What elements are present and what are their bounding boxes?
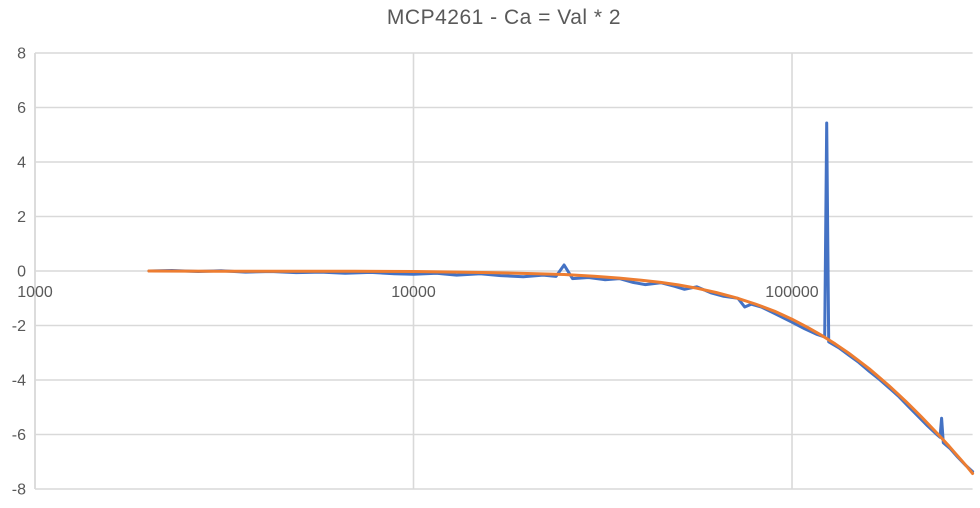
y-axis-tick-label: -6 <box>12 427 26 444</box>
y-axis-tick-label: 6 <box>17 100 26 117</box>
y-axis-tick-label: 4 <box>17 155 26 172</box>
y-axis-tick-label: -2 <box>12 318 26 335</box>
y-axis-tick-label: 8 <box>17 46 26 63</box>
chart-title: MCP4261 - Ca = Val * 2 <box>386 6 622 29</box>
y-axis-tick-label: -4 <box>12 373 26 390</box>
y-axis-tick-label: 2 <box>17 209 26 226</box>
y-axis-tick-label: 0 <box>17 264 26 281</box>
y-axis-tick-label: -8 <box>12 482 26 499</box>
x-axis-tick-label: 100000 <box>765 284 818 301</box>
x-axis-tick-label: 10000 <box>391 284 436 301</box>
series-blue-trace <box>147 121 975 474</box>
x-axis-tick-label: 1000 <box>17 284 53 301</box>
series-orange-curve <box>147 269 975 475</box>
